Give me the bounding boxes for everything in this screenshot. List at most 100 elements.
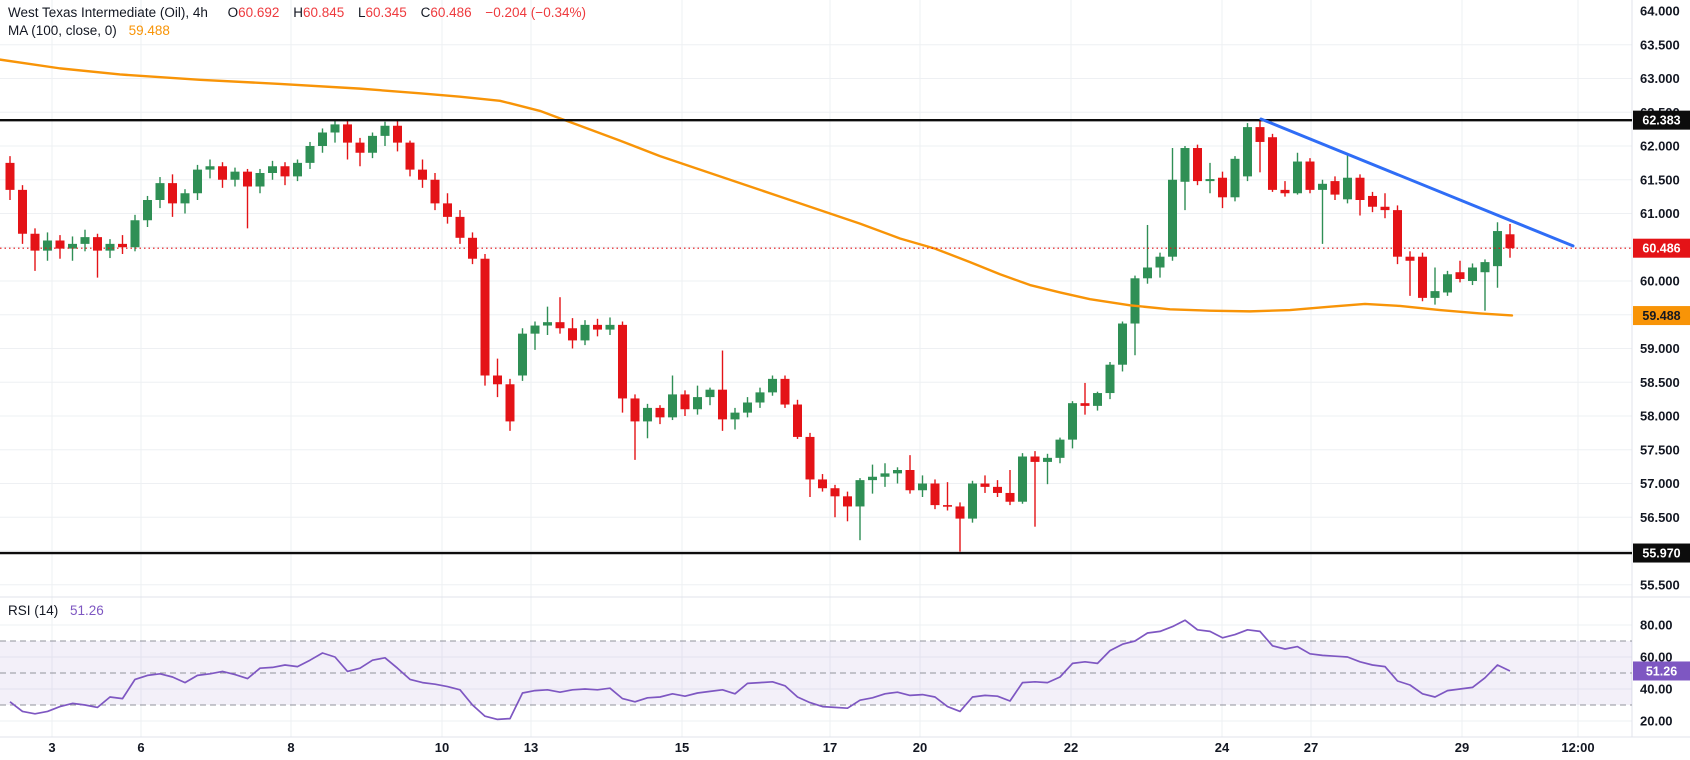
candle (305, 141, 315, 169)
candle (693, 385, 702, 415)
descending-trendline[interactable] (1259, 117, 1575, 248)
candle-body (530, 325, 540, 334)
rsi-label: RSI (14) (8, 603, 59, 618)
candle (330, 120, 340, 143)
candle (493, 358, 502, 398)
price-axis[interactable]: 64.00063.50063.00062.50062.00061.50061.0… (1640, 4, 1680, 729)
close-token: C60.486 (420, 5, 472, 20)
candle (455, 210, 465, 244)
time-axis-label: 8 (287, 740, 294, 755)
candle (755, 387, 765, 408)
candle (668, 375, 677, 421)
candle-body (405, 142, 415, 170)
candle-body (880, 473, 890, 477)
svg-text:55.970: 55.970 (1642, 547, 1680, 561)
candle-body (1318, 183, 1327, 190)
candle-body (218, 166, 227, 180)
candle (830, 484, 840, 518)
candle-body (255, 173, 265, 187)
candle (368, 132, 377, 159)
candle-body (1243, 127, 1252, 177)
rsi-axis-label: 60.00 (1640, 650, 1673, 665)
candle (243, 168, 252, 229)
svg-text:51.26: 51.26 (1646, 664, 1677, 678)
candle-body (130, 220, 140, 248)
candle-body (930, 483, 940, 506)
candle (605, 317, 615, 335)
candle (480, 254, 490, 386)
time-axis-label: 29 (1455, 740, 1469, 755)
candle-body (843, 496, 852, 507)
candle (1393, 205, 1402, 265)
candle-body (1068, 403, 1077, 440)
time-axis[interactable]: 3 6 8 10 13 15 17 20 22 24 27 29 12:00 (48, 740, 1594, 755)
candle-body (505, 384, 515, 422)
candle (1355, 174, 1365, 216)
candle (943, 482, 952, 511)
time-axis-label: 24 (1215, 740, 1230, 755)
candle-body (1480, 262, 1490, 273)
candle-body (1368, 195, 1377, 207)
candle-body (293, 162, 302, 177)
candle-body (755, 392, 765, 403)
candle (705, 387, 715, 406)
candle-body (680, 394, 690, 410)
candle (1343, 155, 1352, 204)
candle (1093, 391, 1102, 411)
candle-body (693, 397, 702, 410)
rsi-axis-label: 20.00 (1640, 714, 1673, 729)
candle (280, 162, 290, 186)
candle-body (418, 169, 427, 180)
candle-body (580, 324, 590, 341)
candle (1243, 123, 1252, 182)
candle (143, 195, 152, 227)
current-price-badge: 60.486 (1633, 238, 1690, 258)
candle (1180, 146, 1190, 211)
price-axis-label: 57.500 (1640, 442, 1680, 457)
candle (1068, 401, 1077, 449)
candle-body (230, 171, 240, 180)
candle (630, 394, 640, 460)
candle-body (1280, 189, 1290, 194)
candle-body (1080, 403, 1090, 406)
ma-label: MA (100, close, 0) (8, 23, 117, 38)
candle-body (380, 125, 390, 136)
price-axis-label: 62.000 (1640, 139, 1680, 154)
candle-body (1255, 127, 1265, 142)
candle-body (768, 378, 777, 393)
time-axis-label: 27 (1304, 740, 1318, 755)
candle-body (193, 169, 202, 194)
candle-body (855, 480, 865, 507)
candle (930, 479, 940, 510)
candle-body (1030, 456, 1040, 462)
candle (1155, 252, 1165, 278)
candle-body (793, 404, 802, 437)
candle-body (355, 142, 365, 153)
ma100-line[interactable] (0, 58, 1514, 317)
candle-body (5, 162, 15, 190)
candle-body (630, 398, 640, 422)
candles-layer (5, 119, 1515, 552)
candle-body (480, 258, 490, 376)
candle (918, 475, 927, 497)
candle (1018, 453, 1027, 504)
candle-body (1268, 137, 1277, 190)
candle-body (330, 124, 340, 133)
candle (680, 390, 690, 416)
candle-body (730, 412, 740, 420)
candle (1430, 267, 1440, 305)
candle (205, 159, 215, 179)
level-badge-62383: 62.383 (1633, 110, 1690, 130)
candle-body (518, 333, 527, 376)
candle (780, 375, 790, 408)
candle-body (1205, 179, 1215, 182)
candle (980, 475, 990, 493)
rsi-legend: RSI (14) 51.26 (8, 603, 104, 618)
symbol-legend: West Texas Intermediate (Oil), 4h O60.69… (8, 4, 586, 40)
candle-body (143, 200, 152, 221)
candle (1480, 259, 1490, 311)
candle-body (968, 483, 977, 519)
gridlines (0, 0, 1632, 737)
candle (230, 167, 240, 187)
